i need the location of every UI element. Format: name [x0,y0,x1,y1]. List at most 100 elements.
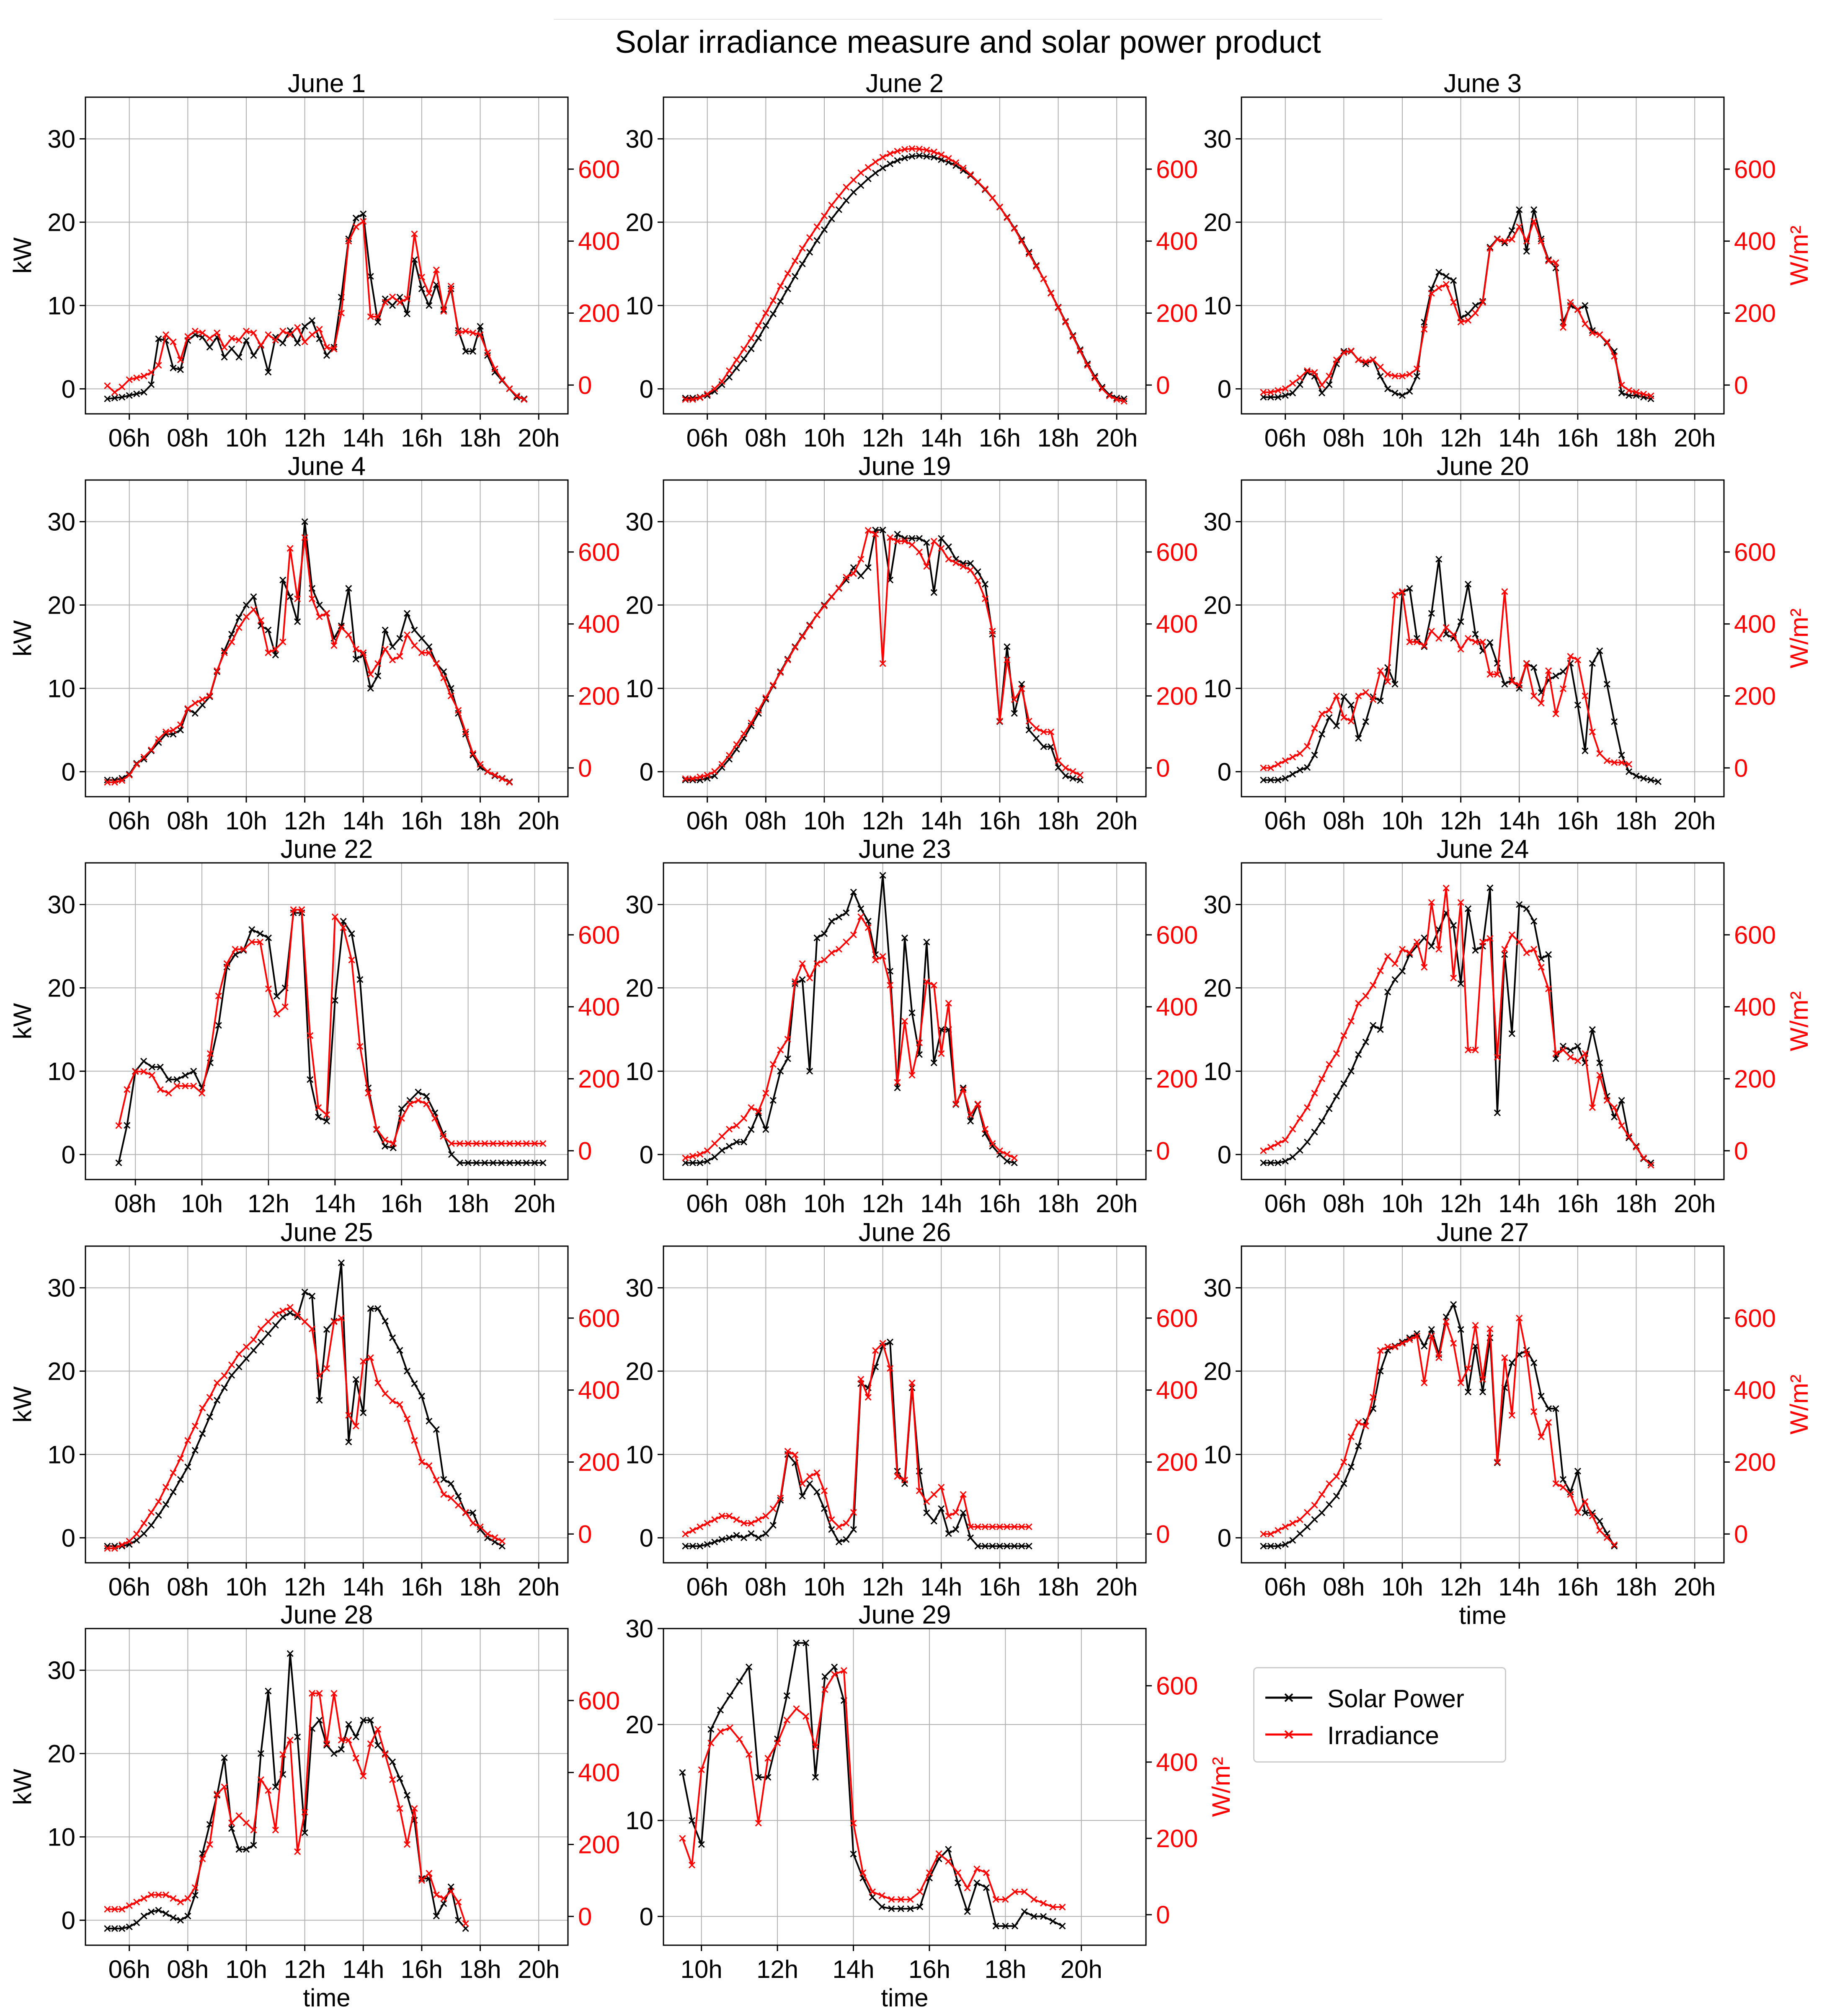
data-point-solar-power [148,1063,155,1071]
data-point-irradiance [764,1755,772,1762]
data-point-irradiance [199,1089,206,1097]
y2-tick-label: 200 [1156,1065,1198,1093]
data-point-solar-power [265,1330,272,1337]
data-point-irradiance [1059,1903,1066,1910]
plot-frame [1241,479,1725,798]
data-point-irradiance [191,1884,199,1891]
y-tick-label: 30 [1203,1274,1231,1302]
data-point-irradiance [1428,290,1435,297]
data-point-solar-power [331,997,338,1004]
data-point-irradiance [367,1740,374,1747]
data-point-irradiance [1457,318,1464,325]
data-point-irradiance [1472,310,1479,317]
data-point-irradiance [433,1477,440,1484]
data-point-irradiance [803,1713,810,1720]
y2-tick-label: 600 [1156,155,1198,183]
data-point-irradiance [111,1906,118,1913]
data-point-irradiance [301,1318,308,1325]
data-point-irradiance [265,649,272,656]
data-point-solar-power [1574,702,1581,709]
data-point-solar-power [1304,1138,1311,1146]
x-axis-label: time [881,1984,928,2012]
y2-tick-label: 0 [1156,371,1170,399]
y-tick-label: 10 [47,1057,75,1085]
data-point-irradiance [1435,946,1443,953]
data-point-irradiance [1318,710,1326,718]
data-point-solar-power [726,1692,733,1699]
data-point-irradiance [733,1516,740,1523]
data-point-irradiance [888,1896,895,1903]
x-tick-label: 12h [862,1190,904,1218]
data-point-solar-power [1275,394,1282,401]
data-point-solar-power [1289,771,1296,778]
data-point-solar-power [531,1159,538,1167]
data-point-solar-power [498,1159,505,1167]
x-tick-label: 16h [401,1573,443,1601]
data-point-irradiance [1450,1340,1457,1347]
data-point-irradiance [411,642,418,649]
data-point-irradiance [1486,1325,1494,1332]
data-point-irradiance [491,365,498,372]
data-point-irradiance [433,1891,440,1898]
data-point-irradiance [455,329,462,336]
data-point-solar-power [294,339,301,346]
data-point-solar-power [356,976,364,983]
data-point-irradiance [1347,1017,1355,1025]
data-point-irradiance [967,171,974,178]
x-tick-label: 10h [681,1955,723,1983]
data-point-irradiance [440,674,447,681]
data-point-irradiance [464,1140,472,1147]
data-point-solar-power [173,1076,181,1083]
data-point-solar-power [190,1068,197,1075]
data-point-solar-power [828,215,835,222]
data-point-solar-power [806,1068,813,1075]
data-point-solar-power [960,167,967,174]
data-point-solar-power [111,1925,118,1932]
y2-tick-label: 400 [578,993,620,1021]
data-point-solar-power [1435,268,1443,276]
data-point-irradiance [1589,1104,1596,1111]
data-point-solar-power [1611,718,1618,725]
data-point-solar-power [426,302,433,309]
plot-frame [85,479,569,798]
data-point-irradiance [964,1884,971,1892]
data-point-irradiance [257,1325,264,1332]
x-tick-label: 14h [314,1190,356,1218]
data-point-irradiance [111,389,118,396]
data-point-solar-power [157,1063,164,1071]
data-point-solar-power [711,1154,718,1161]
data-point-solar-power [1618,1097,1625,1104]
data-point-solar-power [945,543,952,550]
data-point-irradiance [1582,1050,1589,1057]
data-point-solar-power [191,1447,199,1454]
data-point-irradiance [1296,750,1303,757]
x-tick-label: 12h [284,807,326,835]
data-point-irradiance [1457,1379,1464,1386]
y2-tick-label: 600 [1734,155,1776,183]
data-point-solar-power [1626,392,1633,399]
data-point-irradiance [1530,692,1538,700]
subplot-june-26: 06h 08h 10h 12h 14h 16h 18h 20h0102030020040060… [625,1218,1198,1601]
data-point-irradiance [498,376,506,383]
data-point-irradiance [718,378,725,385]
data-point-irradiance [792,644,799,651]
data-point-solar-power [1516,206,1523,213]
x-tick-label: 10h [803,1573,845,1601]
data-point-solar-power [1377,697,1384,705]
data-point-solar-power [748,1530,755,1537]
y2-tick-label: 600 [1156,538,1198,566]
data-point-irradiance [1450,631,1457,638]
y2-tick-label: 600 [1734,538,1776,566]
data-point-irradiance [1406,371,1413,378]
data-point-irradiance [974,577,981,584]
data-point-solar-power [945,1846,952,1853]
data-point-solar-power [447,1480,454,1487]
data-point-solar-power [1289,1537,1296,1544]
y-tick-label: 0 [640,1902,653,1931]
data-point-irradiance [309,595,316,602]
data-point-solar-power [265,369,272,376]
data-point-solar-power [717,1706,724,1714]
data-point-irradiance [155,1891,162,1898]
subplot-title: June 24 [1437,835,1529,864]
data-point-irradiance [1421,1379,1428,1386]
